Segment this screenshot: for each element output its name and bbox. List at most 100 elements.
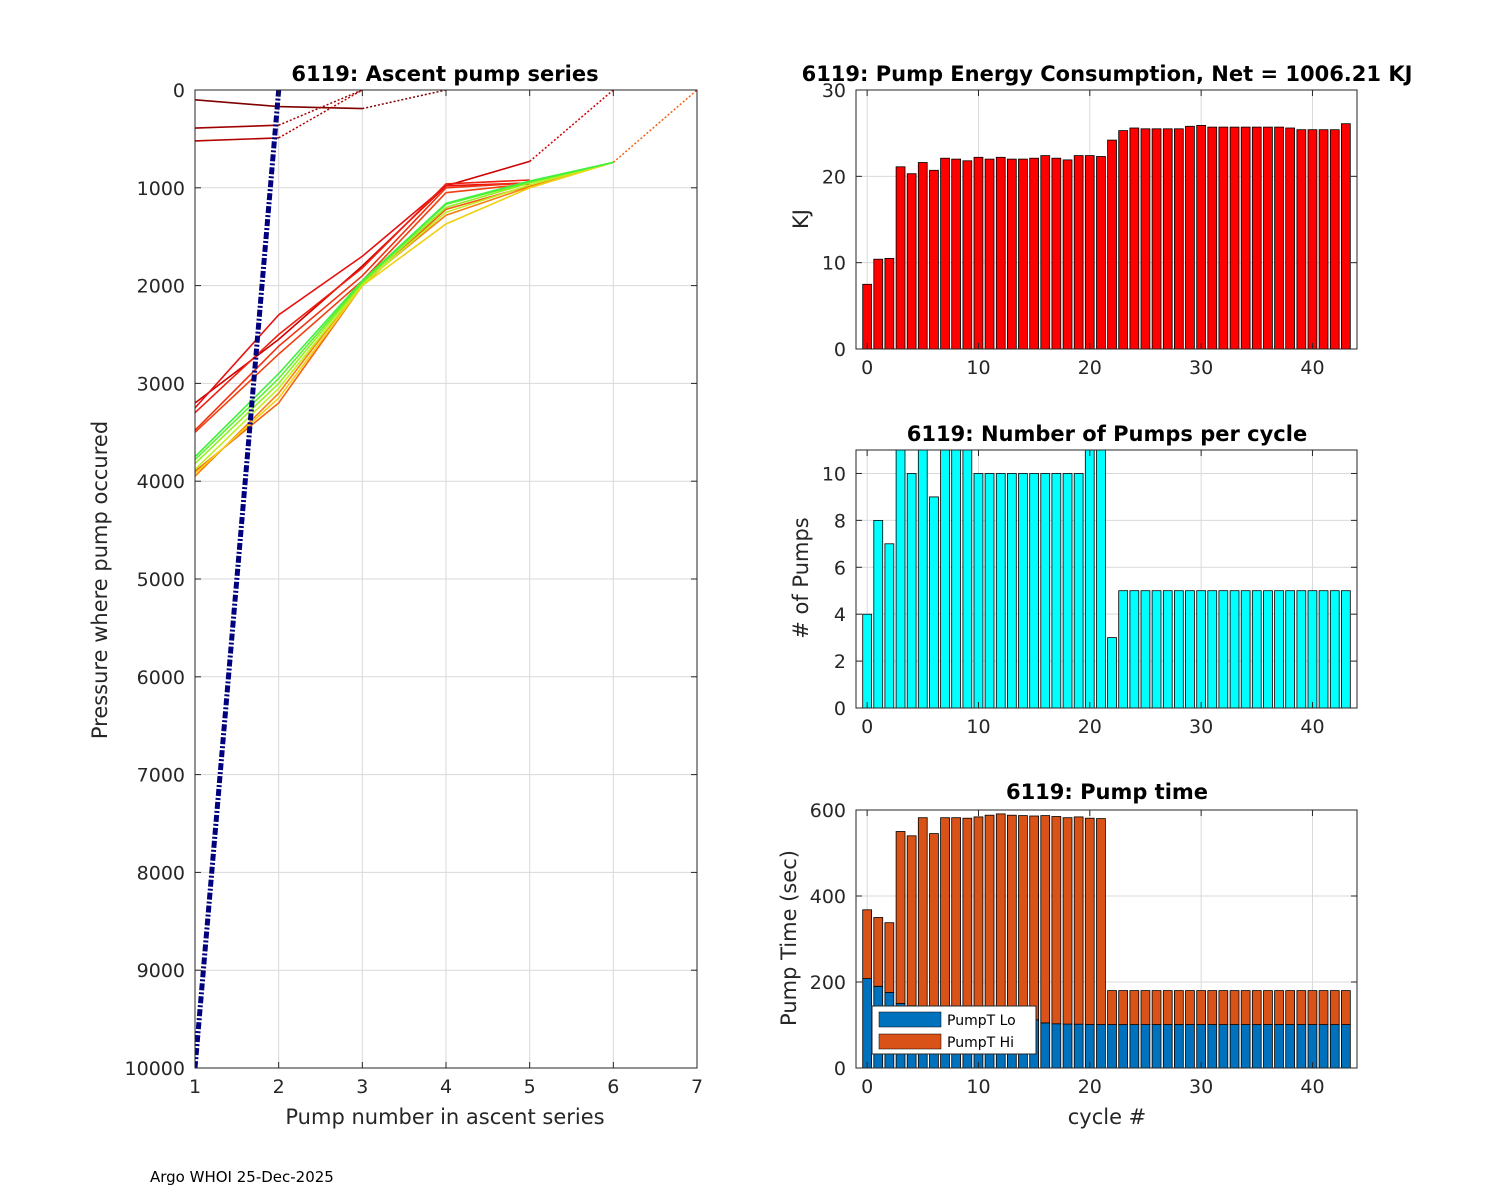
energy-bar: [1229, 126, 1240, 350]
pumptime-bar-pumpt-hi: [1185, 990, 1195, 1025]
energy-x-tick-label: 30: [1189, 357, 1213, 379]
pumps-bar: [1274, 590, 1284, 709]
pumptime-bar-pumpt-hi: [1318, 990, 1329, 1025]
pumptime-y-tick-label: 200: [810, 972, 846, 994]
energy-bar: [984, 158, 995, 350]
pumps-bar: [1107, 637, 1117, 709]
pumptime-bar-pumpt-lo: [1084, 1024, 1095, 1069]
pumptime-bar-pumpt-hi: [1096, 818, 1106, 1025]
pumptime-bar-pumpt-hi: [1329, 990, 1340, 1025]
pumptime-axes-box: [855, 809, 1358, 1069]
pumps-per-cycle-chart: 0 10 20 30 40 0 2 4 6 8 10 6119: Number of Pumps p…: [789, 422, 1358, 738]
pumps-y-axis-label: # of Pumps: [789, 517, 813, 639]
ascent-trend-line: [195, 90, 282, 1068]
pumptime-x-axis-label: cycle #: [1068, 1105, 1147, 1129]
ascent-x-tick-label: 6: [607, 1076, 619, 1098]
pumps-x-tick-label: 20: [1078, 716, 1102, 738]
pumptime-y-tick-label: 600: [810, 800, 846, 822]
energy-bar: [1040, 155, 1051, 350]
ascent-surface-line: [278, 90, 363, 126]
pumptime-bar-pumpt-hi: [962, 817, 973, 1015]
energy-bar: [1129, 127, 1140, 350]
pumps-bar: [1174, 590, 1184, 709]
pumps-bar: [1207, 590, 1218, 709]
pumptime-y-axis-label: Pump Time (sec): [777, 850, 801, 1026]
energy-bar: [884, 257, 895, 350]
pumptime-bar-pumpt-hi: [895, 831, 906, 1004]
pumptime-bar-pumpt-hi: [973, 816, 984, 1015]
energy-bar: [1096, 156, 1106, 350]
pumps-y-tick-label: 8: [834, 510, 846, 532]
energy-bar: [973, 156, 984, 350]
pumptime-bar-pumpt-hi: [1229, 990, 1240, 1025]
pumps-bar: [1073, 473, 1084, 709]
pumptime-x-tick-label: 20: [1078, 1076, 1102, 1098]
energy-bar: [951, 158, 962, 350]
energy-bar: [1029, 157, 1039, 350]
ascent-series-line: [195, 182, 530, 431]
ascent-y-tick-label: 10000: [125, 1058, 185, 1080]
pumptime-bar-pumpt-hi: [1107, 990, 1117, 1025]
energy-bar: [1174, 128, 1184, 350]
pumps-y-tick-label: 4: [834, 604, 846, 626]
pumptime-bar-pumpt-lo: [1251, 1024, 1262, 1069]
energy-x-tick-label: 10: [966, 357, 990, 379]
pumptime-x-tick-label: 0: [861, 1076, 873, 1098]
pumps-bar: [862, 613, 873, 709]
pumps-bar: [1151, 590, 1162, 709]
pumps-bar: [906, 473, 917, 709]
pumps-bar: [929, 496, 939, 709]
energy-bar: [1151, 128, 1162, 350]
pumps-bar: [973, 473, 984, 709]
pumps-bar: [1096, 449, 1106, 709]
energy-bar: [929, 169, 939, 350]
pumptime-bar-pumpt-lo: [1285, 1024, 1295, 1069]
pumps-bar: [1062, 473, 1073, 709]
energy-y-tick-label: 20: [822, 166, 846, 188]
pumps-bar: [1318, 590, 1329, 709]
legend-label-lo: PumpT Lo: [947, 1013, 1016, 1029]
pumptime-bar-pumpt-hi: [1084, 817, 1095, 1026]
ascent-y-tick-label: 9000: [137, 960, 185, 982]
pumptime-bar-pumpt-lo: [1051, 1023, 1062, 1069]
pumptime-bar-pumpt-lo: [1274, 1024, 1284, 1069]
ascent-y-tick-label: 5000: [137, 569, 185, 591]
ascent-y-tick-label: 2000: [137, 276, 185, 298]
ascent-series-line: [195, 161, 614, 465]
pumptime-chart-title: 6119: Pump time: [1006, 780, 1208, 804]
pumptime-bar-pumpt-lo: [1185, 1024, 1195, 1069]
pumps-chart-title: 6119: Number of Pumps per cycle: [907, 422, 1307, 446]
ascent-y-tick-label: 1000: [137, 178, 185, 200]
pumptime-bar-pumpt-lo: [1263, 1024, 1273, 1069]
pumps-bar: [1285, 590, 1295, 709]
pumps-bar: [984, 473, 995, 709]
ascent-series-group: [195, 90, 697, 1068]
pumptime-bar-pumpt-hi: [1118, 990, 1128, 1025]
pumptime-bar-pumpt-lo: [1140, 1024, 1151, 1069]
energy-y-tick-label: 30: [822, 80, 846, 102]
ascent-y-tick-label: 4000: [137, 471, 185, 493]
pumptime-bar-pumpt-hi: [873, 917, 884, 987]
energy-y-tick-label: 10: [822, 253, 846, 275]
pump-energy-chart: 0 10 20 30 40 0 10 20 30 6119: Pump Energy Consu…: [789, 62, 1412, 379]
ascent-pump-chart: 1 2 3 4 5 6 7 0 1000 2000 3000 4000 5000 6000 7000 8000…: [88, 62, 703, 1129]
pumps-bar: [1118, 590, 1128, 709]
energy-bar: [1140, 128, 1151, 350]
pumptime-bar-pumpt-lo: [1073, 1023, 1084, 1069]
ascent-x-tick-label: 7: [691, 1076, 703, 1098]
legend-swatch-hi: [878, 1033, 942, 1050]
pumptime-bar-pumpt-lo: [1218, 1024, 1229, 1069]
pumptime-bar-pumpt-hi: [917, 817, 928, 1009]
energy-bar: [1263, 126, 1273, 350]
legend-label-hi: PumpT Hi: [947, 1035, 1014, 1051]
pumptime-bar-pumpt-lo: [1240, 1024, 1251, 1069]
ascent-x-tick-label: 2: [273, 1076, 285, 1098]
energy-bar: [1062, 159, 1073, 350]
pumps-x-tick-label: 10: [966, 716, 990, 738]
pumps-bar: [1296, 590, 1307, 709]
energy-chart-title: 6119: Pump Energy Consumption, Net = 100…: [802, 62, 1413, 86]
pumps-bar: [1329, 590, 1340, 709]
pumptime-bar-pumpt-lo: [1329, 1024, 1340, 1069]
pumptime-bar-pumpt-hi: [940, 817, 950, 1013]
